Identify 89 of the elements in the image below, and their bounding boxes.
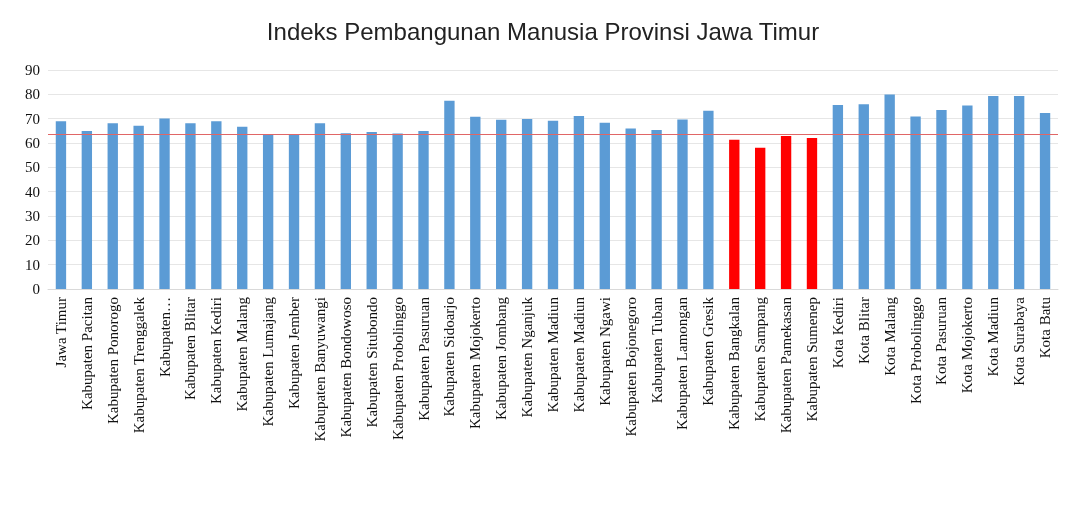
bar	[858, 104, 869, 289]
x-tick-label: Kota Madiun	[985, 296, 1002, 377]
bar	[677, 119, 688, 289]
x-tick-label: Kabupaten Gresik	[700, 296, 717, 406]
x-tick-label: Kabupaten Bondowoso	[337, 297, 354, 438]
bar	[159, 118, 170, 289]
x-tick-label: Kabupaten Banyuwangi	[311, 297, 328, 442]
bar	[392, 133, 403, 289]
x-tick-label: Kabupaten Pasuruan	[415, 296, 432, 421]
y-tick-label: 30	[25, 208, 40, 224]
x-tick-label: Kabupaten Sidoarjo	[441, 297, 458, 417]
bar	[521, 118, 533, 289]
x-tick-label: Kabupaten Jombang	[493, 296, 510, 420]
x-tick-label: Kota Malang	[881, 296, 898, 376]
bar	[211, 121, 222, 289]
chart-title: Indeks Pembangunan Manusia Provinsi Jawa Timur	[266, 17, 820, 45]
bar	[599, 122, 610, 289]
bar	[340, 133, 351, 289]
bar	[755, 147, 766, 289]
x-tick-label: Kota Surabaya	[1011, 296, 1028, 386]
bar	[988, 96, 999, 289]
bar	[496, 119, 507, 289]
bar	[703, 110, 714, 289]
x-tick-label: Kabupaten Jember	[286, 297, 303, 410]
y-tick-label: 40	[25, 183, 40, 200]
x-tick-label: Kabupaten Pamekasan	[778, 296, 795, 434]
bar	[780, 135, 792, 289]
bar	[185, 123, 196, 289]
bar	[470, 116, 481, 289]
bar	[418, 131, 429, 289]
x-tick-label: Kabupaten…	[156, 297, 173, 377]
bar	[444, 100, 455, 289]
x-tick-label: Kabupaten Probolinggo	[389, 297, 406, 440]
x-tick-label: Kabupaten Tuban	[648, 296, 665, 404]
y-tick-label: 80	[25, 86, 40, 103]
bar	[573, 115, 585, 289]
x-tick-label: Kabupaten Bojonegoro	[622, 297, 639, 437]
x-tick-label: Kabupaten Bangkalan	[726, 296, 743, 430]
x-tick-label: Kabupaten Malang	[234, 296, 251, 412]
bar	[884, 94, 895, 289]
y-tick-label: 90	[25, 62, 40, 78]
x-tick-label: Kota Kediri	[829, 297, 846, 369]
bar	[288, 134, 300, 289]
bar	[107, 123, 118, 289]
y-tick-label: 20	[25, 232, 40, 249]
x-tick-label: Kota Pasuruan	[933, 296, 950, 385]
x-tick-label: Kota Batu	[1037, 296, 1054, 359]
bar	[1013, 96, 1025, 289]
bar	[832, 105, 844, 289]
x-tick-label: Kabupaten Madiun	[570, 296, 587, 413]
y-tick-label: 10	[25, 256, 40, 273]
x-tick-label: Kabupaten Lamongan	[674, 296, 691, 430]
x-tick-label: Kota Blitar	[855, 297, 872, 365]
x-tick-label: Kabupaten Sampang	[752, 296, 769, 422]
bar	[366, 132, 377, 289]
bar	[651, 130, 662, 289]
y-tick-label: 60	[25, 135, 40, 151]
x-tick-label: Kabupaten Kediri	[208, 297, 225, 405]
y-tick-label: 70	[25, 110, 40, 127]
bar	[962, 105, 973, 289]
bar	[936, 109, 947, 289]
x-tick-label: Kabupaten Lumajang	[260, 296, 277, 427]
bar	[237, 126, 248, 289]
x-tick-label: Kota Mojokerto	[959, 297, 976, 394]
x-tick-label: Kabupaten Blitar	[182, 297, 199, 400]
x-tick-label: Kabupaten Sumenep	[803, 297, 820, 422]
x-tick-label: Jawa Timur	[52, 297, 69, 368]
x-tick-label: Kabupaten Ngawi	[596, 297, 613, 406]
bar	[1039, 113, 1051, 289]
bar	[55, 121, 67, 289]
bar	[547, 120, 559, 289]
x-tick-label: Kabupaten Nganjuk	[519, 296, 536, 418]
bar	[910, 116, 921, 289]
x-tick-label: Kabupaten Pacitan	[78, 296, 95, 410]
x-tick-label: Kabupaten Mojokerto	[467, 297, 484, 430]
y-tick-label: 50	[25, 159, 40, 176]
bar	[625, 128, 636, 289]
bar	[729, 139, 740, 289]
x-tick-label: Kota Probolinggo	[907, 297, 924, 405]
bar	[314, 123, 326, 289]
bar	[81, 131, 93, 289]
x-tick-label: Kabupaten Situbondo	[363, 297, 380, 428]
bar	[133, 125, 144, 289]
bar	[806, 137, 818, 289]
y-tick-label: 0	[32, 281, 40, 297]
x-tick-label: Kabupaten Trenggalek	[130, 296, 147, 434]
x-tick-label: Kabupaten Madiun	[545, 296, 561, 413]
x-tick-label: Kabupaten Ponorogo	[104, 297, 121, 425]
bar	[262, 134, 274, 289]
